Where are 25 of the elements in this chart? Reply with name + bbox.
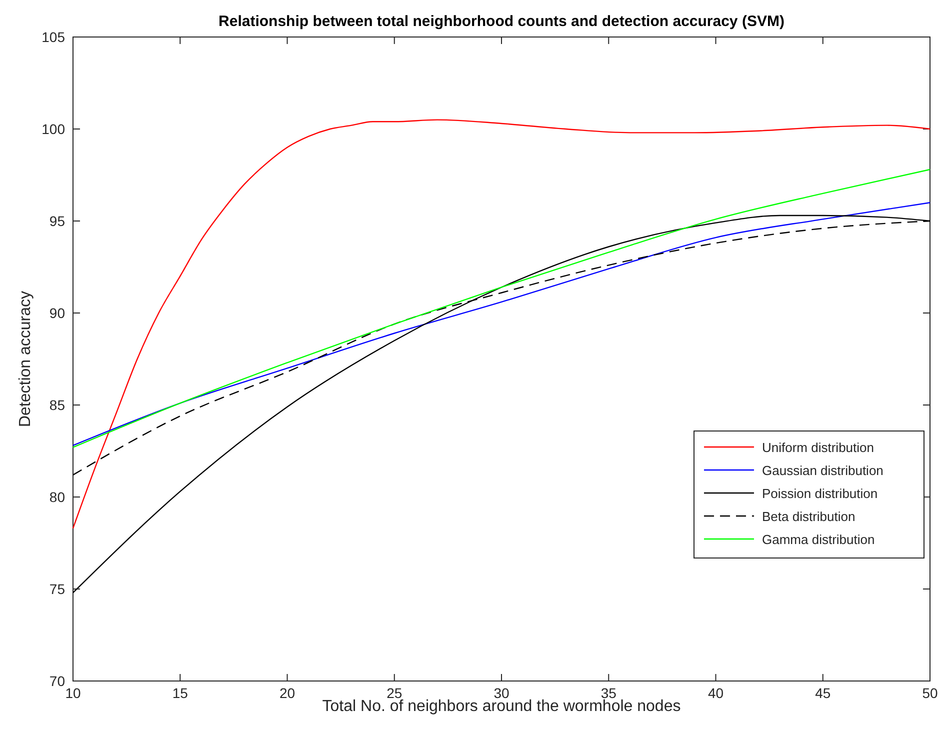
legend-label: Uniform distribution xyxy=(762,440,874,455)
legend-label: Poission distribution xyxy=(762,486,878,501)
legend-label: Gaussian distribution xyxy=(762,463,884,478)
x-tick-label: 20 xyxy=(279,685,296,701)
y-tick-label: 85 xyxy=(49,397,66,413)
x-tick-label: 35 xyxy=(600,685,617,701)
y-tick-label: 80 xyxy=(49,489,66,505)
y-tick-label: 95 xyxy=(49,213,66,229)
y-tick-label: 90 xyxy=(49,305,66,321)
x-tick-label: 45 xyxy=(815,685,831,701)
y-tick-label: 100 xyxy=(42,121,66,137)
x-tick-label: 50 xyxy=(922,685,938,701)
x-axis-title: Total No. of neighbors around the wormhole nodes xyxy=(322,698,681,715)
line-series xyxy=(72,119,931,529)
x-tick-label: 30 xyxy=(494,685,510,701)
legend-label: Beta distribution xyxy=(762,509,856,524)
x-tick-label: 40 xyxy=(708,685,724,701)
y-tick-label: 105 xyxy=(42,29,66,45)
x-tick-label: 15 xyxy=(172,685,188,701)
chart-title: Relationship between total neighborhood counts and detection accuracy (SVM) xyxy=(218,13,784,30)
y-tick-label: 75 xyxy=(49,581,66,597)
y-tick-label: 70 xyxy=(49,673,66,689)
legend-label: Gamma distribution xyxy=(762,532,875,547)
x-tick-label: 10 xyxy=(65,685,81,701)
y-axis-title: Detection accuracy xyxy=(17,290,34,428)
